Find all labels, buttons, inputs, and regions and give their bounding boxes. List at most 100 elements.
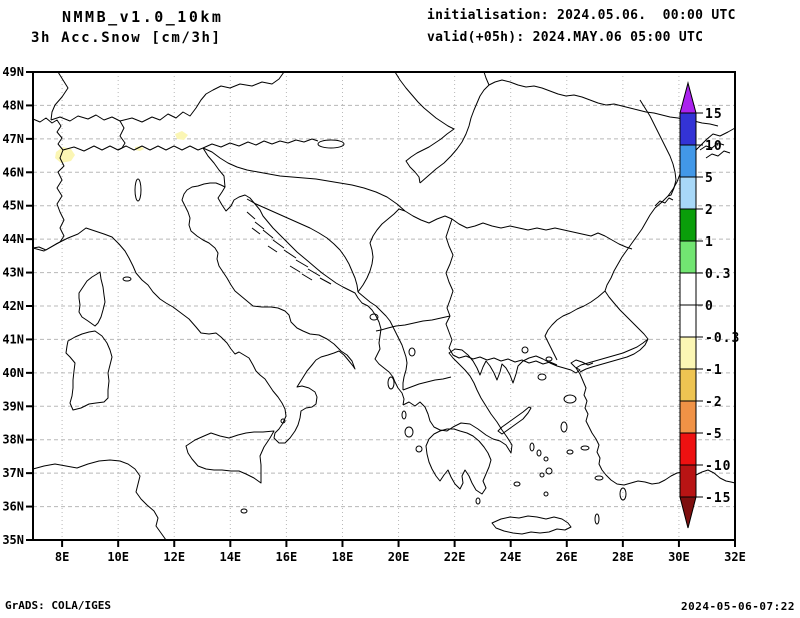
coastline — [544, 290, 606, 361]
small-island — [563, 394, 577, 404]
lon-label: 20E — [388, 550, 410, 564]
lat-label: 37N — [2, 466, 24, 480]
lat-label: 40N — [2, 366, 24, 380]
coastline — [301, 273, 313, 281]
colorbar-label: -15 — [705, 491, 731, 506]
small-island — [537, 373, 547, 381]
coastline — [307, 268, 321, 277]
lat-label: 41N — [2, 332, 24, 346]
creation-timestamp: 2024-05-06-07:22 — [681, 600, 795, 613]
small-island — [404, 426, 414, 438]
lon-label: 22E — [444, 550, 466, 564]
snow-patch — [135, 146, 144, 151]
coastline — [251, 227, 261, 235]
island-outline — [185, 430, 275, 484]
lon-label: 18E — [332, 550, 354, 564]
island-outline — [78, 271, 106, 327]
colorbar-segment — [679, 368, 697, 402]
lon-label: 16E — [276, 550, 298, 564]
colorbar-label: -2 — [705, 395, 723, 410]
grads-credit: GrADS: COLA/IGES — [5, 599, 111, 612]
coastlines-borders — [32, 71, 736, 541]
island-outline — [497, 406, 532, 435]
grid-lines — [33, 72, 736, 540]
small-island — [521, 346, 529, 354]
colorbar-segment — [679, 240, 697, 274]
lat-label: 36N — [2, 500, 24, 514]
colorbar-segment — [679, 272, 697, 306]
small-island — [369, 313, 379, 321]
lat-label: 35N — [2, 533, 24, 547]
coastline — [202, 138, 319, 149]
lon-label: 26E — [556, 550, 578, 564]
coastline — [404, 210, 633, 250]
lat-label: 39N — [2, 399, 24, 413]
colorbar-segment — [679, 432, 697, 466]
colorbar-label: 2 — [705, 203, 714, 218]
lon-label: 14E — [219, 550, 241, 564]
coastline — [295, 259, 309, 268]
coastline — [32, 459, 167, 541]
colorbar-label: 0.3 — [705, 267, 731, 282]
colorbar-arrow-up — [679, 81, 697, 114]
coastline — [262, 229, 274, 239]
coastline — [575, 127, 736, 486]
coastline — [283, 249, 297, 259]
small-island — [475, 497, 481, 505]
small-island — [408, 347, 416, 357]
coastline — [32, 182, 405, 444]
lon-label: 32E — [724, 550, 746, 564]
coastline — [254, 221, 265, 230]
axis-ticks-labels: 49N 48N 47N 46N 45N 44N 43N 42N 41N 40N 39N 38N 37N 3… — [2, 65, 746, 564]
small-island — [594, 513, 600, 525]
small-island — [317, 139, 345, 149]
small-island — [560, 421, 568, 433]
lat-label: 49N — [2, 65, 24, 79]
island-outline — [425, 428, 492, 495]
small-island — [619, 487, 627, 501]
lat-label: 45N — [2, 199, 24, 213]
coastline — [62, 145, 204, 152]
coastline — [483, 71, 490, 86]
coastline — [246, 211, 256, 220]
colorbar-segment — [679, 336, 697, 370]
field-title: 3h Acc.Snow [cm/3h] — [31, 30, 222, 46]
colorbar-segment — [679, 464, 697, 498]
lon-label: 12E — [163, 550, 185, 564]
small-island — [513, 481, 521, 487]
lat-label: 43N — [2, 266, 24, 280]
lon-label: 8E — [55, 550, 69, 564]
small-island — [122, 276, 132, 282]
coastline — [202, 147, 226, 188]
colorbar-label: -1 — [705, 363, 723, 378]
colorbar-label: -10 — [705, 459, 731, 474]
small-island — [543, 491, 549, 497]
small-island — [543, 456, 549, 462]
small-island — [401, 410, 407, 420]
colorbar-label: 1 — [705, 235, 714, 250]
small-island — [536, 449, 542, 457]
small-island — [529, 442, 535, 452]
coastline — [375, 315, 451, 332]
lon-label: 10E — [107, 550, 129, 564]
small-island — [134, 178, 142, 202]
small-island — [545, 467, 553, 475]
small-island — [594, 475, 604, 481]
coastline — [32, 117, 65, 251]
island-outline — [65, 330, 113, 411]
colorbar-label: 0 — [705, 299, 714, 314]
lat-label: 47N — [2, 132, 24, 146]
colorbar-label: 15 — [705, 107, 723, 122]
coastline — [50, 71, 285, 123]
colorbar-segment — [679, 144, 697, 178]
coastline — [654, 197, 674, 207]
lon-label: 24E — [500, 550, 522, 564]
small-island — [280, 418, 286, 424]
small-island — [539, 472, 545, 478]
model-title: NMMB_v1.0_10km — [62, 8, 224, 26]
coastline — [579, 338, 649, 373]
coastline — [445, 218, 558, 366]
coastline — [289, 265, 301, 273]
colorbar-arrow-down — [679, 496, 697, 529]
